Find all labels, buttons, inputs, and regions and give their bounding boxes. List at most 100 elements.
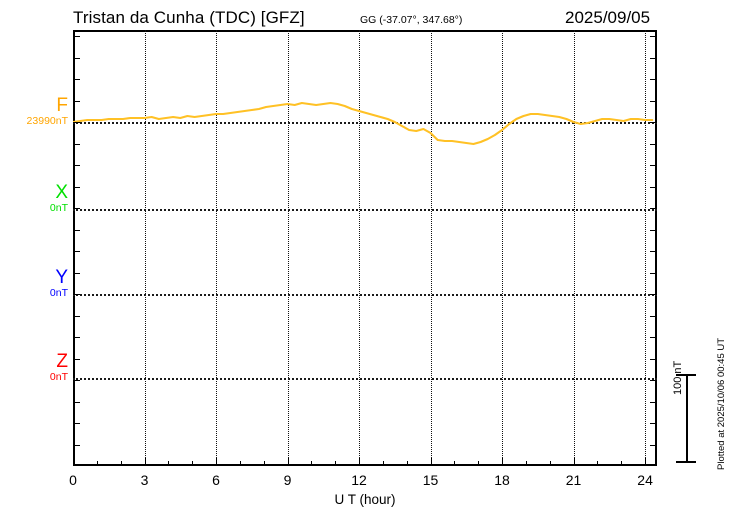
- y-tick: [73, 358, 80, 360]
- baseline-f: [73, 122, 657, 124]
- f-component-trace: [73, 101, 654, 146]
- gridline-hour-15: [430, 30, 432, 466]
- y-tick: [73, 423, 80, 424]
- component-symbol-y: Y: [55, 267, 68, 288]
- y-tick-right: [650, 79, 657, 80]
- plot-area: [73, 30, 657, 466]
- x-tick-minor: [525, 461, 527, 466]
- x-tick-major: [144, 458, 146, 466]
- x-axis-title: U T (hour): [334, 492, 396, 507]
- x-tick-label-24: 24: [637, 472, 653, 488]
- component-label-z: Z 0nT: [12, 352, 68, 383]
- x-tick-label-12: 12: [351, 472, 367, 488]
- x-tick-label-18: 18: [494, 472, 510, 488]
- y-tick: [73, 294, 80, 295]
- gridline-hour-12: [359, 30, 360, 466]
- x-tick-label-9: 9: [283, 472, 292, 488]
- y-tick: [73, 444, 80, 446]
- y-tick-right: [650, 122, 657, 123]
- scale-bar: [686, 375, 688, 462]
- baseline-x: [73, 209, 657, 211]
- x-tick-minor: [239, 461, 241, 466]
- x-tick-major: [430, 458, 432, 466]
- plot-date: 2025/09/05: [565, 8, 651, 27]
- component-symbol-x: X: [55, 182, 68, 203]
- component-label-f: F 23990nT: [12, 96, 68, 127]
- gridline-hour-6: [216, 30, 217, 466]
- x-tick-minor: [597, 461, 599, 466]
- x-tick-minor: [192, 461, 194, 466]
- y-tick-right: [650, 272, 657, 274]
- x-tick-minor: [168, 461, 170, 466]
- scale-bar-top-cap: [676, 374, 696, 376]
- y-tick: [73, 100, 80, 102]
- y-tick-right: [650, 380, 657, 381]
- y-tick-right: [650, 186, 657, 188]
- y-tick: [73, 337, 80, 338]
- x-tick-label-3: 3: [140, 472, 149, 488]
- y-tick-right: [650, 165, 657, 166]
- x-tick-major: [287, 458, 289, 466]
- y-tick: [73, 36, 80, 37]
- baseline-z: [73, 378, 657, 380]
- y-tick-right: [650, 358, 657, 360]
- y-tick-right: [650, 57, 657, 59]
- plotted-timestamp: Plotted at 2025/10/06 00:45 UT: [716, 337, 727, 470]
- x-tick-minor: [549, 461, 551, 466]
- y-tick: [73, 122, 80, 123]
- x-tick-minor: [406, 461, 408, 466]
- scale-bar-bottom-cap: [676, 461, 696, 463]
- x-tick-minor: [621, 461, 623, 466]
- y-tick-right: [650, 444, 657, 446]
- y-tick: [73, 143, 80, 145]
- x-tick-minor: [335, 461, 337, 466]
- x-tick-minor: [96, 461, 98, 466]
- x-tick-label-6: 6: [212, 472, 220, 488]
- x-tick-major: [573, 458, 575, 466]
- y-tick: [73, 165, 80, 166]
- x-tick-major: [73, 458, 74, 466]
- gridline-hour-21: [573, 30, 575, 466]
- x-tick-minor: [311, 461, 313, 466]
- y-tick: [73, 251, 80, 252]
- scale-bar-label: 100 nT: [672, 360, 684, 395]
- y-tick-right: [650, 143, 657, 145]
- page-title: Tristan da Cunha (TDC) [GFZ]: [73, 8, 305, 27]
- y-tick-right: [650, 315, 657, 317]
- x-tick-minor: [263, 461, 265, 466]
- y-tick-right: [650, 423, 657, 424]
- plot-frame: [73, 30, 657, 466]
- component-symbol-z: Z: [56, 351, 68, 372]
- component-symbol-f: F: [56, 95, 68, 116]
- x-tick-minor: [454, 461, 456, 466]
- x-tick-minor: [382, 461, 384, 466]
- y-tick-right: [650, 208, 657, 209]
- gridline-hour-18: [502, 30, 504, 466]
- trace-layer: [73, 101, 654, 146]
- component-label-x: X 0nT: [12, 183, 68, 214]
- y-tick: [73, 79, 80, 80]
- y-tick: [73, 229, 80, 231]
- component-value-z: 0nT: [49, 371, 68, 383]
- y-tick: [73, 272, 80, 274]
- y-tick: [73, 401, 80, 403]
- component-value-f: 23990nT: [26, 115, 68, 127]
- x-tick-major: [359, 458, 361, 466]
- component-value-x: 0nT: [49, 202, 68, 214]
- y-tick: [73, 208, 80, 209]
- y-tick: [73, 380, 80, 381]
- x-tick-minor: [478, 461, 480, 466]
- y-tick-right: [650, 337, 657, 338]
- component-label-y: Y 0nT: [12, 268, 68, 299]
- x-tick-minor: [120, 461, 122, 466]
- component-value-y: 0nT: [49, 287, 68, 299]
- x-tick-major: [216, 458, 218, 466]
- x-tick-label-0: 0: [69, 472, 77, 488]
- x-tick-major: [502, 458, 504, 466]
- geographic-coordinates: GG (-37.07°, 347.68°): [360, 14, 463, 26]
- y-tick-right: [650, 251, 657, 252]
- y-tick-right: [650, 229, 657, 231]
- gridline-hour-3: [144, 30, 146, 466]
- gridline-hour-24: [645, 30, 647, 466]
